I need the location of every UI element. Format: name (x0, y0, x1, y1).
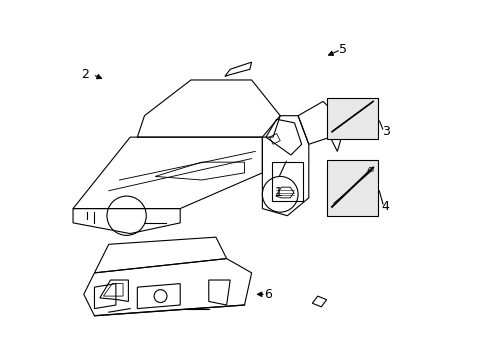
Text: 6: 6 (263, 288, 271, 301)
Text: 4: 4 (381, 200, 389, 213)
Text: 1: 1 (274, 186, 282, 199)
Text: 3: 3 (381, 125, 389, 138)
Bar (326, 160, 378, 216)
Bar (326, 98, 378, 139)
Text: 2: 2 (81, 68, 89, 81)
Bar (272, 162, 302, 202)
Text: 5: 5 (338, 43, 346, 56)
